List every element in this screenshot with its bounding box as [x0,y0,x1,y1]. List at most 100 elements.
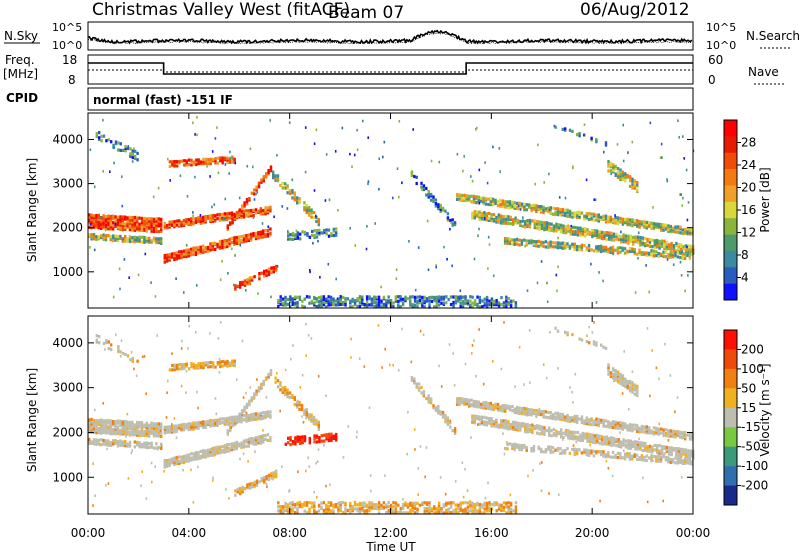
echo-cell [559,246,561,249]
echo-cell [166,426,168,429]
echo-cell [342,301,344,304]
echo-cell [547,411,549,414]
echo-cell [204,449,206,452]
echo-cell [98,214,100,217]
scatter-cell [246,412,248,415]
echo-cell [112,428,114,431]
scatter-cell [450,221,452,224]
echo-cell [617,216,619,219]
echo-cell [554,415,556,418]
echo-cell [690,450,692,453]
echo-cell [586,449,588,452]
echo-cell [538,425,540,428]
echo-cell [267,373,269,376]
echo-cell [608,231,610,234]
echo-cell [180,250,182,253]
echo-cell [409,509,411,512]
scatter-cell [247,460,249,463]
echo-cell [576,211,578,214]
echo-cell [160,218,162,221]
scatter-cell [661,143,663,146]
echo-cell [662,229,664,232]
echo-cell [632,441,634,444]
scatter-cell [232,157,234,160]
echo-cell [251,396,253,399]
scatter-cell [408,240,410,243]
echo-cell [558,226,560,229]
echo-cell [316,235,318,238]
echo-cell [289,396,291,399]
echo-cell [598,450,600,453]
scatter-cell [457,153,459,156]
scatter-cell [374,222,376,225]
echo-cell [190,248,192,251]
scatter-cell [475,375,477,378]
echo-cell [486,502,488,505]
echo-cell [124,235,126,238]
scatter-cell [121,339,123,342]
scatter-cell [610,173,612,176]
echo-cell [658,444,660,447]
echo-cell [487,402,489,405]
echo-cell [600,453,602,456]
echo-cell [202,362,204,365]
echo-cell [475,400,477,403]
echo-cell [282,386,284,389]
scatter-cell [132,160,134,163]
echo-cell [577,436,579,439]
echo-cell [246,483,248,486]
echo-cell [330,301,332,304]
echo-cell [583,244,585,247]
echo-cell [108,340,110,343]
scatter-cell [632,370,634,373]
echo-cell [315,220,317,223]
scatter-cell [113,296,115,299]
echo-cell [431,508,433,511]
colorbar-swatch [724,120,737,137]
scatter-cell [602,280,604,283]
echo-cell [618,235,620,238]
echo-cell [512,509,514,512]
scatter-cell [590,263,592,266]
scatter-cell [236,378,238,381]
scatter-cell [477,423,479,426]
scatter-cell [146,497,148,500]
scatter-cell [678,136,680,139]
echo-cell [269,414,271,417]
echo-cell [117,148,119,151]
echo-cell [217,361,219,364]
scatter-cell [131,351,133,354]
echo-cell [146,422,148,425]
echo-cell [579,434,581,437]
echo-cell [576,245,578,248]
scatter-cell [211,206,213,209]
scatter-cell [460,289,462,292]
echo-cell [253,275,255,278]
echo-cell [588,341,590,344]
scatter-cell [305,470,307,473]
echo-cell [598,418,600,421]
echo-cell [299,296,301,299]
echo-cell [624,252,626,255]
echo-cell [678,447,680,450]
echo-cell [514,445,516,448]
scatter-cell [470,436,472,439]
echo-cell [148,217,150,220]
echo-cell [538,221,540,224]
echo-cell [262,415,264,418]
scatter-cell [619,431,621,434]
echo-cell [464,501,466,504]
echo-cell [574,415,576,418]
echo-cell [594,441,596,444]
echo-cell [141,421,143,424]
echo-cell [258,277,260,280]
scatter-cell [449,343,451,346]
echo-cell [686,254,688,257]
echo-cell [297,435,299,438]
echo-cell [569,245,571,248]
echo-cell [663,445,665,448]
echo-cell [510,423,512,426]
echo-cell [129,147,131,150]
echo-cell [583,215,585,218]
echo-cell [595,245,597,248]
